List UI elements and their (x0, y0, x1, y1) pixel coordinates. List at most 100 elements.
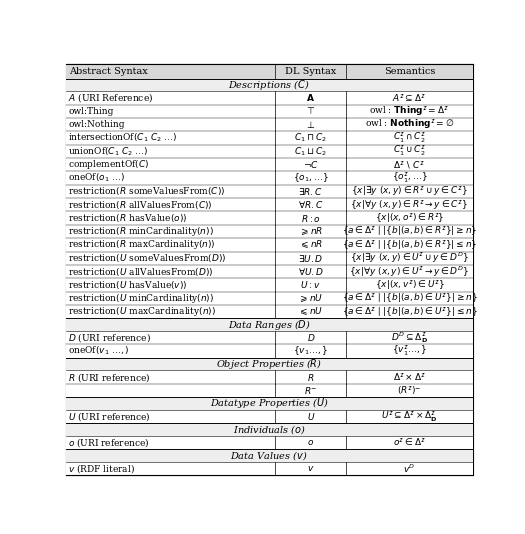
Text: Semantics: Semantics (384, 67, 435, 76)
Text: $\{x|(x,o^{\mathcal{I}})\in R^{\mathcal{I}}\}$: $\{x|(x,o^{\mathcal{I}})\in R^{\mathcal{… (375, 211, 444, 225)
Bar (66, 278, 472, 292)
Text: restriction$(U$ someValuesFrom$(D))$: restriction$(U$ someValuesFrom$(D))$ (68, 252, 227, 264)
Bar (66, 423, 472, 436)
Text: restriction$(U$ allValuesFrom$(D))$: restriction$(U$ allValuesFrom$(D))$ (68, 265, 214, 278)
Bar (66, 436, 472, 449)
Text: $o$ (URI reference): $o$ (URI reference) (68, 436, 150, 449)
Text: restriction$(U$ maxCardinality$(n))$: restriction$(U$ maxCardinality$(n))$ (68, 305, 216, 318)
Text: oneOf$(v_1\ \ldots,)$: oneOf$(v_1\ \ldots,)$ (68, 345, 130, 357)
Bar (66, 145, 472, 158)
Text: $U$: $U$ (307, 411, 315, 422)
Text: $\bot$: $\bot$ (306, 119, 316, 130)
Text: Descriptions ($C$): Descriptions ($C$) (228, 78, 310, 92)
Bar (66, 358, 472, 371)
Bar (66, 78, 472, 91)
Bar (66, 265, 472, 278)
Text: $\Delta^{\mathcal{I}} \times \Delta^{\mathcal{I}}$: $\Delta^{\mathcal{I}} \times \Delta^{\ma… (393, 371, 426, 383)
Bar (66, 252, 472, 265)
Text: DL Syntax: DL Syntax (285, 67, 337, 76)
Text: restriction$(R$ allValuesFrom$(C))$: restriction$(R$ allValuesFrom$(C))$ (68, 199, 213, 211)
Text: $\exists U.D$: $\exists U.D$ (298, 253, 323, 264)
Text: $\exists R.C$: $\exists R.C$ (298, 186, 323, 197)
Bar (66, 449, 472, 462)
Text: $\forall R.C$: $\forall R.C$ (298, 200, 323, 210)
Bar (66, 171, 472, 185)
Text: $\{x|\exists y\ (x,y)\in U^{\mathcal{I}} \cup y\in D^{D}\}$: $\{x|\exists y\ (x,y)\in U^{\mathcal{I}}… (350, 251, 469, 265)
Text: $\neg C$: $\neg C$ (303, 159, 319, 170)
Text: restriction$(U$ minCardinality$(n))$: restriction$(U$ minCardinality$(n))$ (68, 292, 215, 305)
Bar (66, 211, 472, 225)
Bar (66, 185, 472, 198)
Text: $\geqslant nU$: $\geqslant nU$ (298, 293, 323, 304)
Text: $o$: $o$ (307, 438, 314, 447)
Text: $A$ (URI Reference): $A$ (URI Reference) (68, 91, 154, 104)
Text: unionOf$(C_1\ C_2\ \ldots)$: unionOf$(C_1\ C_2\ \ldots)$ (68, 145, 149, 158)
Text: $\{o_1,\ldots\}$: $\{o_1,\ldots\}$ (293, 172, 329, 184)
Text: Datatype Properties ($U$): Datatype Properties ($U$) (209, 396, 329, 411)
Bar (66, 158, 472, 171)
Text: $U^{\mathcal{I}} \subseteq \Delta^{\mathcal{I}} \times \Delta^{\mathcal{I}}_{\ma: $U^{\mathcal{I}} \subseteq \Delta^{\math… (381, 410, 438, 423)
Text: $\Delta^{\mathcal{I}} \setminus C^{\mathcal{I}}$: $\Delta^{\mathcal{I}} \setminus C^{\math… (393, 159, 425, 170)
Text: $\{a\in\Delta^{\mathcal{I}}\mid|\{b|(a,b)\in R^{\mathcal{I}}\}|\geq n\}$: $\{a\in\Delta^{\mathcal{I}}\mid|\{b|(a,b… (342, 225, 477, 238)
Text: $\{x|\forall y\ (x,y)\in R^{\mathcal{I}} \to y\in C^{\mathcal{I}}\}$: $\{x|\forall y\ (x,y)\in R^{\mathcal{I}}… (350, 198, 468, 211)
Text: owl : $\mathbf{Thing}^{\mathcal{I}} = \Delta^{\mathcal{I}}$: owl : $\mathbf{Thing}^{\mathcal{I}} = \D… (369, 105, 449, 118)
Bar (66, 384, 472, 397)
Text: Individuals ($o$): Individuals ($o$) (233, 423, 306, 436)
Bar (66, 225, 472, 238)
Bar (66, 292, 472, 305)
Text: $\{x|\exists y\ (x,y)\in R^{\mathcal{I}} \cup y\in C^{\mathcal{I}}\}$: $\{x|\exists y\ (x,y)\in R^{\mathcal{I}}… (351, 185, 468, 198)
Text: $\{o_1^{\mathcal{I}},\ldots\}$: $\{o_1^{\mathcal{I}},\ldots\}$ (392, 171, 427, 185)
Text: $v$: $v$ (307, 464, 314, 473)
Text: $R : o$: $R : o$ (301, 213, 321, 224)
Text: Data Values ($v$): Data Values ($v$) (230, 449, 308, 462)
Text: $A^{\mathcal{I}} \subseteq \Delta^{\mathcal{I}}$: $A^{\mathcal{I}} \subseteq \Delta^{\math… (392, 92, 427, 104)
Text: restriction$(R$ minCardinality$(n))$: restriction$(R$ minCardinality$(n))$ (68, 225, 214, 238)
Text: Abstract Syntax: Abstract Syntax (69, 67, 148, 76)
Text: $R^{-}$: $R^{-}$ (304, 385, 318, 396)
Bar (66, 198, 472, 211)
Bar (66, 462, 472, 475)
Text: owl : $\mathbf{Nothing}^{\mathcal{I}} = \emptyset$: owl : $\mathbf{Nothing}^{\mathcal{I}} = … (365, 118, 454, 131)
Text: Data Ranges ($D$): Data Ranges ($D$) (228, 318, 310, 332)
Text: $C_1 \sqcup C_2$: $C_1 \sqcup C_2$ (295, 145, 327, 158)
Text: $D$: $D$ (307, 332, 315, 343)
Text: restriction$(R$ hasValue$(o))$: restriction$(R$ hasValue$(o))$ (68, 212, 188, 224)
Text: restriction$(U$ hasValue$(v))$: restriction$(U$ hasValue$(v))$ (68, 279, 188, 291)
Bar (66, 305, 472, 318)
Text: $\{v_1^{\mathcal{I}}\ldots,\}$: $\{v_1^{\mathcal{I}}\ldots,\}$ (392, 344, 427, 358)
Text: $\{a\in\Delta^{\mathcal{I}}\mid|\{b|(a,b)\in R^{\mathcal{I}}\}|\leq n\}$: $\{a\in\Delta^{\mathcal{I}}\mid|\{b|(a,b… (342, 238, 477, 252)
Bar (66, 344, 472, 358)
Text: $o^{\mathcal{I}} \in \Delta^{\mathcal{I}}$: $o^{\mathcal{I}} \in \Delta^{\mathcal{I}… (393, 437, 426, 449)
Bar (66, 331, 472, 344)
Text: $\top$: $\top$ (306, 106, 316, 116)
Text: restriction$(R$ maxCardinality$(n))$: restriction$(R$ maxCardinality$(n))$ (68, 238, 216, 252)
Text: owl:Nothing: owl:Nothing (68, 120, 125, 129)
Bar (66, 131, 472, 145)
Text: $R$ (URI reference): $R$ (URI reference) (68, 371, 151, 383)
Bar (66, 64, 472, 78)
Text: $U : v$: $U : v$ (300, 279, 321, 290)
Text: $D$ (URI reference): $D$ (URI reference) (68, 331, 151, 344)
Text: owl:Thing: owl:Thing (68, 107, 114, 116)
Bar (66, 318, 472, 331)
Text: oneOf$(o_1\ \ldots)$: oneOf$(o_1\ \ldots)$ (68, 172, 125, 184)
Bar (66, 371, 472, 384)
Text: $C_1 \sqcap C_2$: $C_1 \sqcap C_2$ (295, 132, 327, 144)
Text: Object Properties ($R$): Object Properties ($R$) (216, 357, 322, 371)
Text: $(R^{\mathcal{I}})^{-}$: $(R^{\mathcal{I}})^{-}$ (397, 384, 422, 397)
Text: $\forall U.D$: $\forall U.D$ (298, 266, 324, 277)
Text: $U$ (URI reference): $U$ (URI reference) (68, 410, 151, 423)
Text: $\{x|\forall y\ (x,y)\in U^{\mathcal{I}} \to y\in D^{D}\}$: $\{x|\forall y\ (x,y)\in U^{\mathcal{I}}… (349, 264, 469, 279)
Text: $v^{D}$: $v^{D}$ (403, 462, 416, 475)
Text: $R$: $R$ (307, 372, 314, 383)
Text: $\{a\in\Delta^{\mathcal{I}}\mid|\{b|(a,b)\in U^{\mathcal{I}}\}|\leq n\}$: $\{a\in\Delta^{\mathcal{I}}\mid|\{b|(a,b… (342, 305, 477, 319)
Text: $\geqslant nR$: $\geqslant nR$ (299, 226, 323, 237)
Bar (66, 105, 472, 118)
Text: $\{v_1\ldots,\}$: $\{v_1\ldots,\}$ (293, 345, 329, 357)
Text: $\{a\in\Delta^{\mathcal{I}}\mid|\{b|(a,b)\in U^{\mathcal{I}}\}|\geq n\}$: $\{a\in\Delta^{\mathcal{I}}\mid|\{b|(a,b… (342, 292, 477, 305)
Text: restriction$(R$ someValuesFrom$(C))$: restriction$(R$ someValuesFrom$(C))$ (68, 185, 226, 198)
Text: complementOf$(C)$: complementOf$(C)$ (68, 158, 150, 171)
Bar (66, 397, 472, 410)
Text: $v$ (RDF literal): $v$ (RDF literal) (68, 462, 135, 475)
Text: $C_1^{\mathcal{I}} \cap C_2^{\mathcal{I}}$: $C_1^{\mathcal{I}} \cap C_2^{\mathcal{I}… (393, 131, 426, 145)
